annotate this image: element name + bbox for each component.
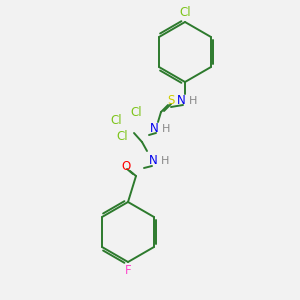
Text: H: H xyxy=(162,124,170,134)
Text: O: O xyxy=(122,160,130,172)
Text: N: N xyxy=(148,154,158,167)
Text: N: N xyxy=(150,122,158,136)
Text: F: F xyxy=(125,265,131,278)
Text: Cl: Cl xyxy=(110,113,122,127)
Text: H: H xyxy=(189,96,197,106)
Text: H: H xyxy=(161,156,169,166)
Text: Cl: Cl xyxy=(179,7,191,20)
Text: Cl: Cl xyxy=(116,130,128,142)
Text: Cl: Cl xyxy=(130,106,142,119)
Text: N: N xyxy=(177,94,185,107)
Text: S: S xyxy=(167,94,175,106)
